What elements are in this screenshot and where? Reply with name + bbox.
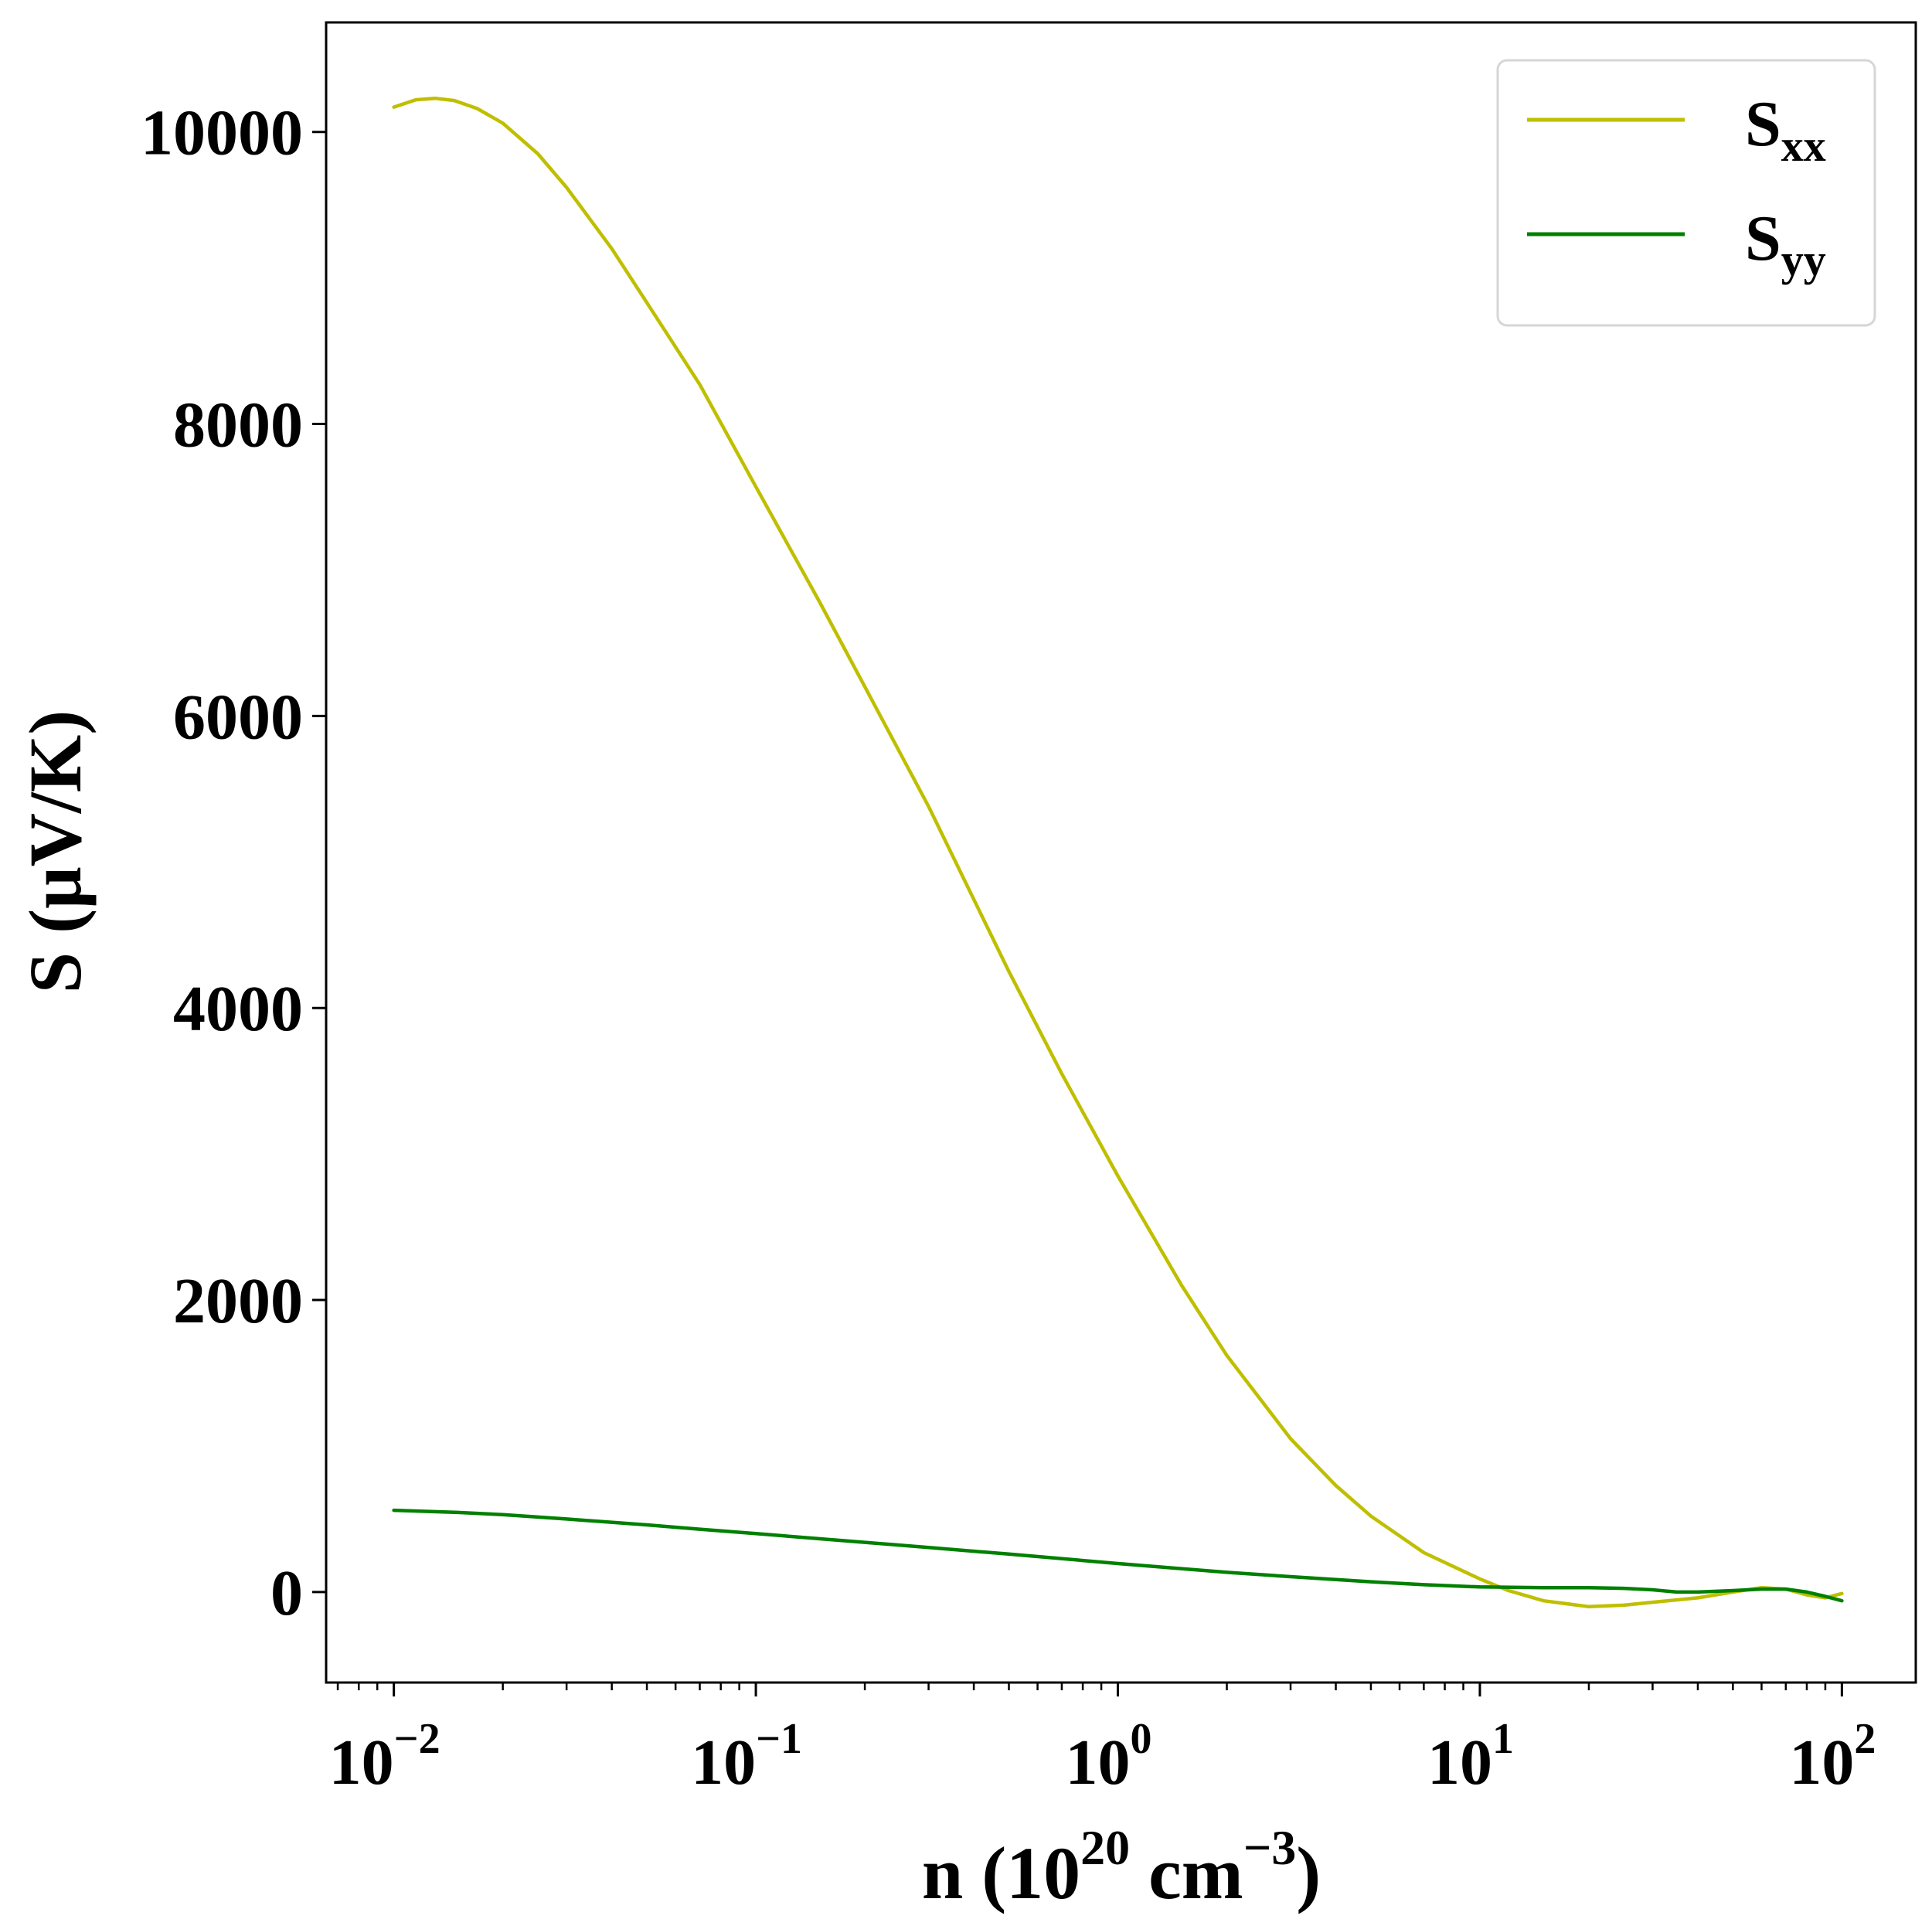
y-axis-title: S (μV/K) bbox=[14, 710, 97, 993]
y-tick-label: 0 bbox=[270, 1557, 303, 1629]
legend: Sxx Syy bbox=[1496, 59, 1876, 327]
series-layer bbox=[392, 96, 1844, 1609]
legend-label-syy: Syy bbox=[1745, 202, 1826, 285]
y-tick-label: 6000 bbox=[173, 681, 303, 753]
series-line-sxx bbox=[392, 96, 1844, 1609]
x-axis-title: n (1020 cm−3) bbox=[922, 1820, 1321, 1914]
x-tick-label: 102 bbox=[1789, 1715, 1876, 1798]
x-tick-label: 100 bbox=[1066, 1715, 1152, 1798]
y-tick-label: 8000 bbox=[173, 390, 303, 461]
x-major-ticks: 10−2 10−1 100 101 102 bbox=[329, 1683, 1876, 1798]
x-minor-ticks bbox=[336, 1683, 1827, 1690]
y-tick-label: 4000 bbox=[173, 973, 303, 1045]
x-tick-label: 10−1 bbox=[691, 1715, 802, 1798]
series-line-syy bbox=[392, 1508, 1844, 1603]
y-ticks: 0 2000 4000 6000 8000 10000 bbox=[141, 97, 326, 1629]
plot-frame bbox=[325, 21, 1917, 1684]
x-tick-label: 101 bbox=[1427, 1715, 1514, 1798]
legend-box bbox=[1496, 59, 1876, 327]
y-tick-label: 10000 bbox=[141, 97, 303, 169]
y-tick-label: 2000 bbox=[173, 1265, 303, 1337]
legend-label-sxx: Sxx bbox=[1745, 88, 1826, 171]
x-tick-label: 10−2 bbox=[329, 1715, 440, 1798]
